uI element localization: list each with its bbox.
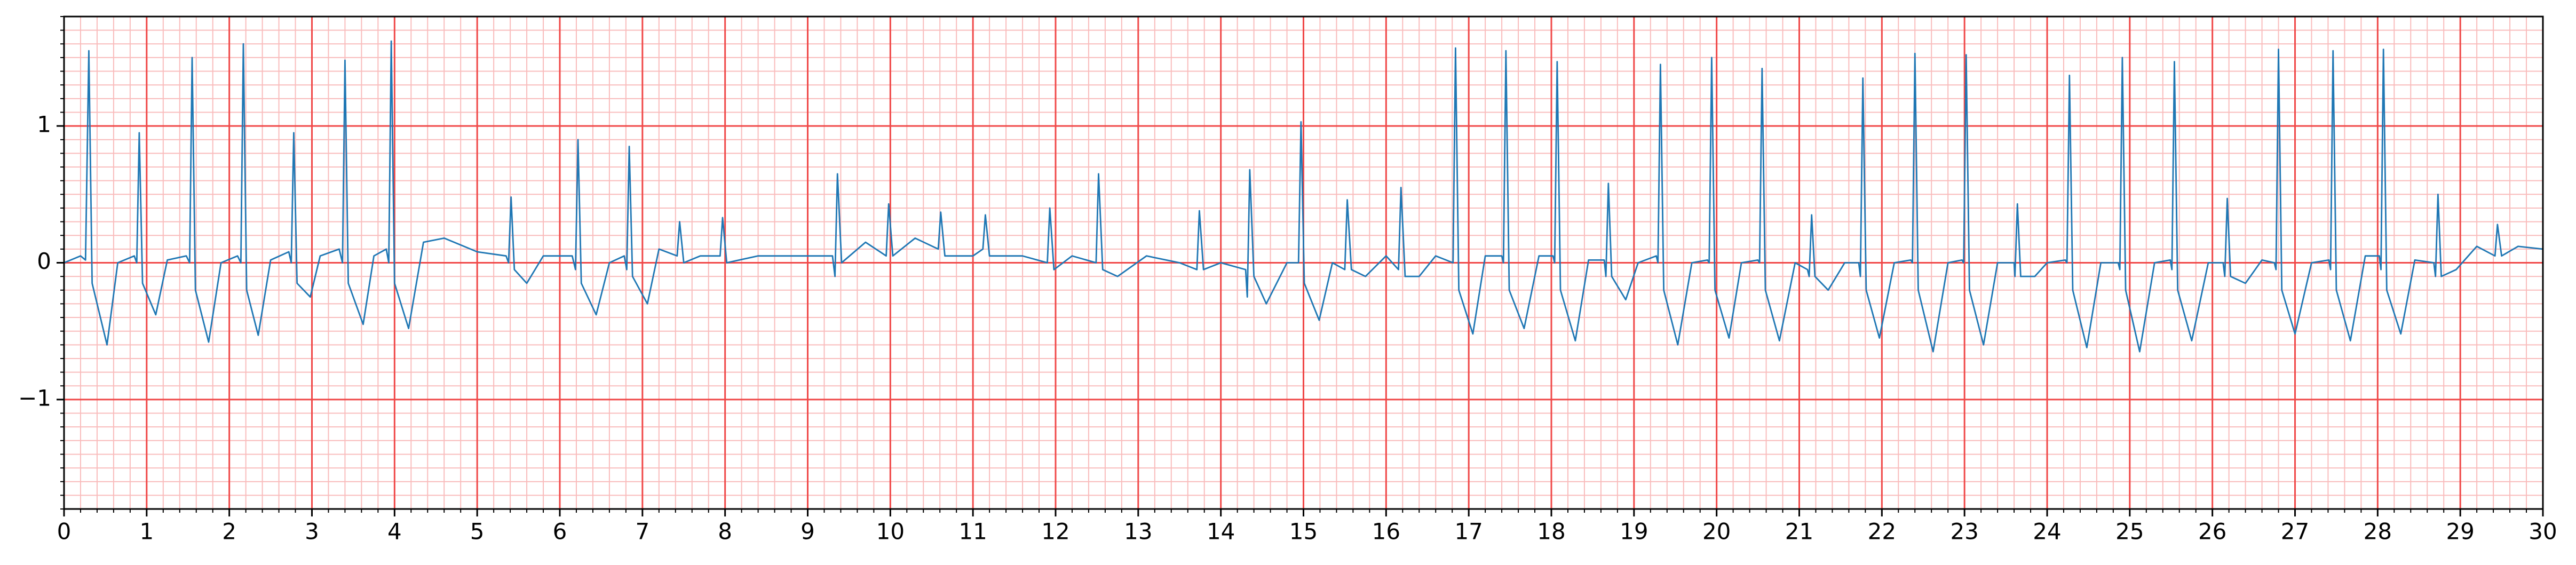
x-tick-label: 10 [876, 519, 905, 545]
x-tick-label: 11 [958, 519, 987, 545]
x-tick-label: 22 [1868, 519, 1896, 545]
x-tick-label: 3 [305, 519, 319, 545]
x-tick-label: 8 [718, 519, 732, 545]
x-tick-label: 16 [1372, 519, 1400, 545]
x-tick-label: 14 [1207, 519, 1235, 545]
x-tick-label: 15 [1289, 519, 1318, 545]
y-tick-label: −1 [18, 385, 51, 411]
x-tick-label: 13 [1124, 519, 1152, 545]
x-tick-label: 26 [2198, 519, 2226, 545]
x-tick-label: 28 [2364, 519, 2392, 545]
x-tick-label: 23 [1950, 519, 1978, 545]
x-tick-label: 24 [2033, 519, 2061, 545]
x-tick-label: 7 [635, 519, 649, 545]
x-tick-label: 12 [1041, 519, 1069, 545]
x-tick-label: 21 [1785, 519, 1813, 545]
x-tick-label: 19 [1620, 519, 1648, 545]
x-tick-label: 4 [387, 519, 402, 545]
x-tick-label: 1 [139, 519, 154, 545]
x-tick-label: 17 [1454, 519, 1483, 545]
x-tick-label: 20 [1702, 519, 1731, 545]
x-tick-label: 6 [553, 519, 567, 545]
x-tick-label: 29 [2446, 519, 2474, 545]
ecg-line [64, 40, 2543, 353]
plot-frame [63, 15, 2544, 510]
x-tick-label: 2 [222, 519, 236, 545]
x-tick-label: 5 [470, 519, 485, 545]
x-tick-label: 25 [2115, 519, 2144, 545]
x-tick-label: 30 [2529, 519, 2557, 545]
x-tick-label: 27 [2281, 519, 2309, 545]
x-tick-label: 9 [800, 519, 815, 545]
x-tick-label: 18 [1537, 519, 1565, 545]
y-tick-label: 1 [37, 112, 51, 138]
y-tick-label: 0 [37, 248, 51, 274]
x-tick-label: 0 [57, 519, 72, 545]
